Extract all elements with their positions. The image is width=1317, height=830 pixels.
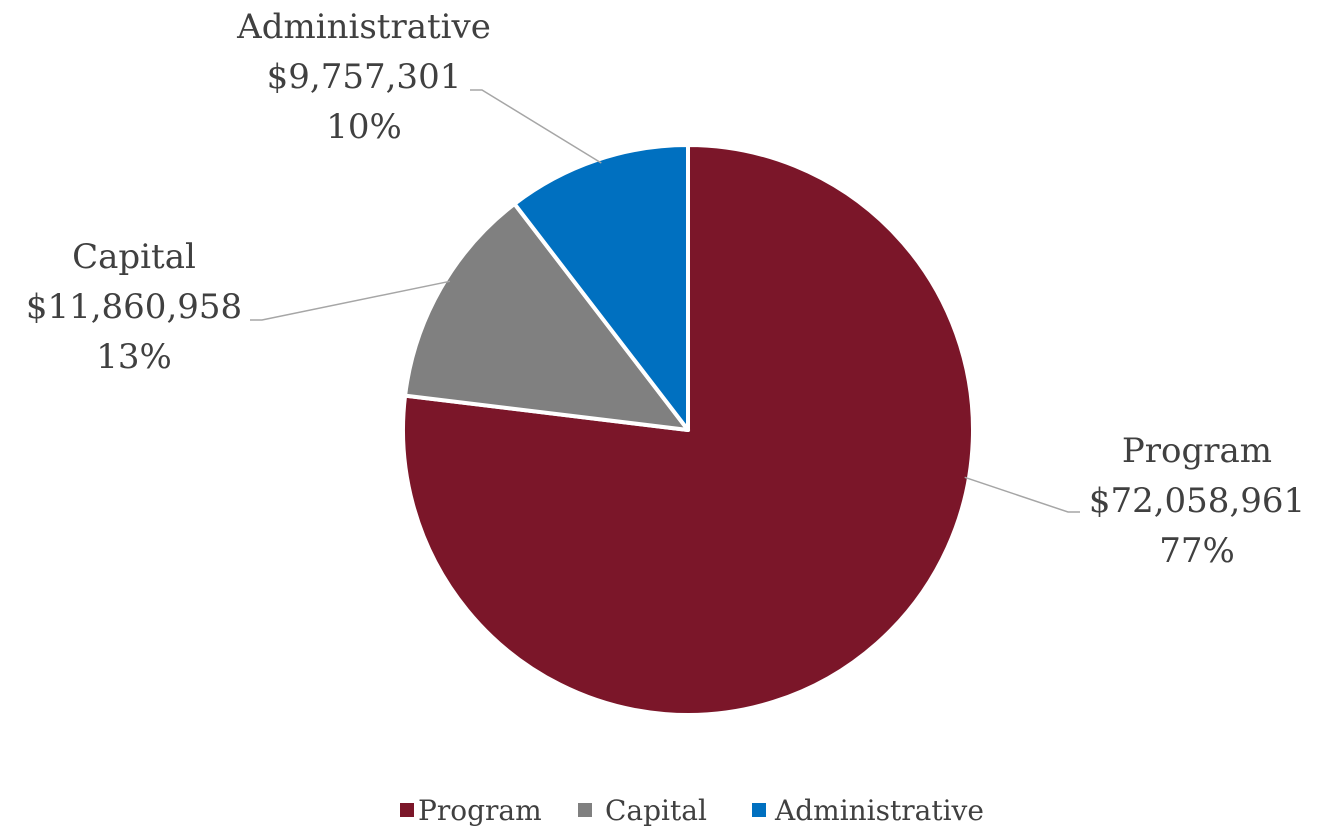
program-percent-label: 77% [1159, 531, 1235, 571]
leader-line-administrative [470, 89, 602, 164]
pie-slices [401, 143, 975, 717]
legend-swatch-capital [578, 803, 592, 817]
legend-swatch-program [400, 803, 414, 817]
program-value-label: $72,058,961 [1089, 481, 1305, 521]
leader-line-capital [250, 280, 451, 321]
capital-percent-label: 13% [96, 337, 172, 377]
capital-category-label: Capital [72, 237, 196, 277]
legend-label-administrative: Administrative [774, 794, 984, 827]
administrative-value-label: $9,757,301 [267, 57, 462, 97]
capital-value-label: $11,860,958 [26, 287, 242, 327]
administrative-percent-label: 10% [326, 107, 402, 147]
legend-swatch-administrative [752, 803, 766, 817]
leader-lines [250, 89, 1080, 513]
administrative-category-label: Administrative [236, 7, 491, 47]
legend-label-program: Program [418, 794, 542, 827]
legend: Program Capital Administrative [400, 794, 984, 827]
leader-line-program [964, 476, 1080, 513]
program-category-label: Program [1122, 431, 1272, 471]
pie-slice-capital [403, 201, 690, 432]
legend-label-capital: Capital [605, 794, 707, 827]
